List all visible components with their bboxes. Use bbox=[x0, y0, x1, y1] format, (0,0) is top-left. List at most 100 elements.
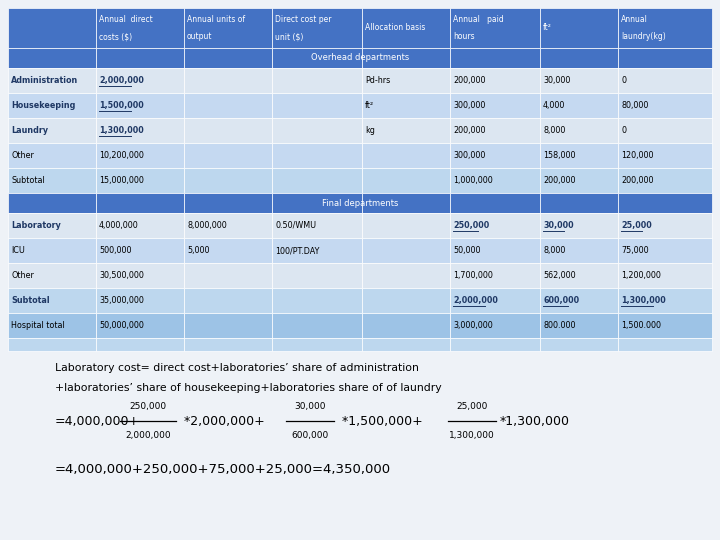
Bar bbox=[8, 48, 96, 68]
Text: 2,000,000: 2,000,000 bbox=[125, 431, 171, 440]
Text: 250,000: 250,000 bbox=[130, 402, 166, 411]
Text: 4,000,000: 4,000,000 bbox=[99, 221, 139, 230]
Bar bbox=[618, 313, 712, 338]
Bar bbox=[450, 8, 540, 48]
Text: 1,200,000: 1,200,000 bbox=[621, 271, 661, 280]
Text: 8,000,000: 8,000,000 bbox=[187, 221, 227, 230]
Bar bbox=[96, 338, 184, 351]
Text: Overhead departments: Overhead departments bbox=[311, 53, 409, 63]
Bar bbox=[618, 213, 712, 238]
Bar bbox=[618, 8, 712, 48]
Text: 100/PT.DAY: 100/PT.DAY bbox=[275, 246, 320, 255]
Bar bbox=[618, 238, 712, 263]
Bar bbox=[272, 48, 362, 68]
Bar bbox=[618, 338, 712, 351]
Bar bbox=[184, 168, 272, 193]
Bar bbox=[450, 168, 540, 193]
Bar bbox=[8, 8, 96, 48]
Bar bbox=[450, 313, 540, 338]
Bar bbox=[96, 118, 184, 143]
Bar bbox=[540, 193, 618, 213]
Bar bbox=[272, 288, 362, 313]
Text: 3,000,000: 3,000,000 bbox=[453, 321, 492, 330]
Text: 35,000,000: 35,000,000 bbox=[99, 296, 144, 305]
Bar bbox=[8, 313, 96, 338]
Text: 1,500,000: 1,500,000 bbox=[99, 101, 144, 110]
Text: 10,200,000: 10,200,000 bbox=[99, 151, 144, 160]
Text: 30,000: 30,000 bbox=[543, 221, 574, 230]
Bar bbox=[184, 68, 272, 93]
Bar bbox=[362, 238, 450, 263]
Text: 1,000,000: 1,000,000 bbox=[453, 176, 492, 185]
Bar bbox=[96, 8, 184, 48]
Text: =4,000,000+: =4,000,000+ bbox=[55, 415, 140, 428]
Bar bbox=[8, 143, 96, 168]
Text: Allocation basis: Allocation basis bbox=[365, 24, 426, 32]
Bar bbox=[96, 313, 184, 338]
Bar bbox=[618, 263, 712, 288]
Bar bbox=[618, 118, 712, 143]
Text: Laboratory cost= direct cost+laboratories’ share of administration: Laboratory cost= direct cost+laboratorie… bbox=[55, 363, 419, 373]
Bar bbox=[96, 288, 184, 313]
Bar bbox=[272, 143, 362, 168]
Bar bbox=[540, 68, 618, 93]
Text: 1,500.000: 1,500.000 bbox=[621, 321, 661, 330]
Bar bbox=[8, 93, 96, 118]
Text: laundry(kg): laundry(kg) bbox=[621, 32, 666, 41]
Bar bbox=[184, 93, 272, 118]
Bar bbox=[362, 213, 450, 238]
Bar bbox=[8, 338, 96, 351]
Bar bbox=[450, 48, 540, 68]
Text: 120,000: 120,000 bbox=[621, 151, 654, 160]
Text: 75,000: 75,000 bbox=[621, 246, 649, 255]
Bar bbox=[8, 288, 96, 313]
Bar bbox=[184, 263, 272, 288]
Bar bbox=[450, 338, 540, 351]
Text: 4,000: 4,000 bbox=[543, 101, 565, 110]
Bar bbox=[540, 288, 618, 313]
Text: 80,000: 80,000 bbox=[621, 101, 649, 110]
Text: 0.50/WMU: 0.50/WMU bbox=[275, 221, 316, 230]
Text: 2,000,000: 2,000,000 bbox=[453, 296, 498, 305]
Text: Other: Other bbox=[11, 151, 34, 160]
Bar bbox=[362, 8, 450, 48]
Bar bbox=[618, 143, 712, 168]
Text: 300,000: 300,000 bbox=[453, 151, 485, 160]
Text: 25,000: 25,000 bbox=[456, 402, 487, 411]
Bar bbox=[8, 263, 96, 288]
Text: 30,000: 30,000 bbox=[294, 402, 325, 411]
Text: 1,300,000: 1,300,000 bbox=[99, 126, 144, 135]
Bar bbox=[362, 68, 450, 93]
Bar bbox=[272, 338, 362, 351]
Text: *1,500,000+: *1,500,000+ bbox=[338, 415, 423, 428]
Bar bbox=[450, 68, 540, 93]
Bar bbox=[618, 48, 712, 68]
Bar bbox=[96, 213, 184, 238]
Bar bbox=[540, 313, 618, 338]
Text: output: output bbox=[187, 32, 212, 41]
Bar bbox=[96, 48, 184, 68]
Bar bbox=[272, 168, 362, 193]
Bar bbox=[96, 168, 184, 193]
Text: 15,000,000: 15,000,000 bbox=[99, 176, 144, 185]
Text: 200,000: 200,000 bbox=[543, 176, 575, 185]
Text: 50,000,000: 50,000,000 bbox=[99, 321, 144, 330]
Bar bbox=[540, 338, 618, 351]
Text: 562,000: 562,000 bbox=[543, 271, 575, 280]
Text: 2,000,000: 2,000,000 bbox=[99, 76, 144, 85]
Bar bbox=[540, 118, 618, 143]
Text: costs ($): costs ($) bbox=[99, 32, 132, 41]
Bar bbox=[540, 213, 618, 238]
Bar bbox=[618, 93, 712, 118]
Text: 200,000: 200,000 bbox=[621, 176, 654, 185]
Text: Subtotal: Subtotal bbox=[11, 296, 50, 305]
Bar bbox=[362, 143, 450, 168]
Bar bbox=[618, 168, 712, 193]
Bar bbox=[272, 68, 362, 93]
Bar bbox=[362, 313, 450, 338]
Bar bbox=[96, 193, 184, 213]
Text: Subtotal: Subtotal bbox=[11, 176, 45, 185]
Text: 158,000: 158,000 bbox=[543, 151, 575, 160]
Bar bbox=[8, 238, 96, 263]
Bar bbox=[8, 193, 96, 213]
